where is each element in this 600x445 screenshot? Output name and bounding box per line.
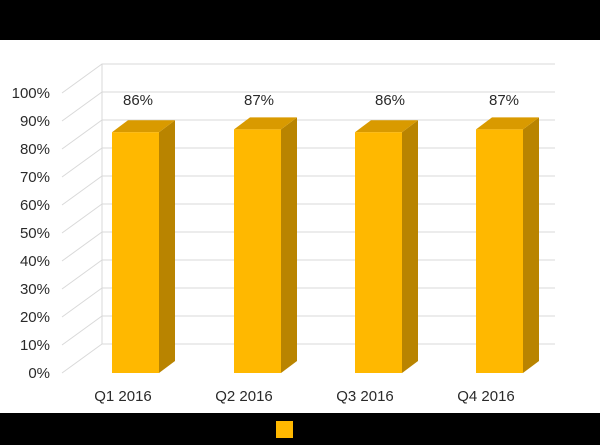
y-tick-label: 70%: [20, 169, 50, 186]
y-axis-ticks: 0% 10% 20% 30% 40% 50% 60% 70% 80% 90% 100%: [12, 85, 50, 382]
legend-swatch: [276, 421, 293, 438]
bar: [234, 117, 297, 374]
y-tick-label: 50%: [20, 225, 50, 242]
top-banner: [0, 0, 600, 40]
y-tick-label: 100%: [12, 85, 50, 102]
bar-front: [476, 129, 523, 373]
y-tick-label: 60%: [20, 197, 50, 214]
bars: [112, 117, 539, 374]
bar-side: [402, 120, 418, 373]
bar-top: [234, 117, 297, 130]
bar-side: [523, 117, 539, 374]
x-tick-label: Q1 2016: [94, 388, 152, 405]
bar-side: [159, 120, 175, 373]
data-label: 87%: [244, 92, 274, 109]
bar: [476, 117, 539, 374]
gridlines: [61, 63, 555, 374]
y-tick-label: 40%: [20, 253, 50, 270]
data-label: 86%: [375, 92, 405, 109]
y-tick-label: 30%: [20, 281, 50, 298]
x-axis-ticks: Q1 2016 Q2 2016 Q3 2016 Q4 2016: [94, 388, 515, 405]
bar: [355, 120, 418, 373]
y-tick-label: 20%: [20, 309, 50, 326]
y-tick-label: 0%: [28, 365, 50, 382]
bar: [112, 120, 175, 373]
y-tick-label: 10%: [20, 337, 50, 354]
data-label: 87%: [489, 92, 519, 109]
x-tick-label: Q2 2016: [215, 388, 273, 405]
bar-top: [476, 117, 539, 130]
bar-side: [281, 117, 297, 374]
x-tick-label: Q4 2016: [457, 388, 515, 405]
bar-front: [355, 132, 402, 373]
data-labels: 86% 87% 86% 87%: [123, 92, 519, 109]
gridline: [61, 63, 555, 94]
x-tick-label: Q3 2016: [336, 388, 394, 405]
y-tick-label: 90%: [20, 113, 50, 130]
bar-top: [112, 120, 175, 133]
bar-front: [234, 129, 281, 373]
legend-bar: [0, 413, 600, 445]
y-tick-label: 80%: [20, 141, 50, 158]
bar-front: [112, 132, 159, 373]
bar-top: [355, 120, 418, 133]
bar-chart: 0% 10% 20% 30% 40% 50% 60% 70% 80% 90% 100% 86% 87%…: [12, 63, 555, 405]
data-label: 86%: [123, 92, 153, 109]
